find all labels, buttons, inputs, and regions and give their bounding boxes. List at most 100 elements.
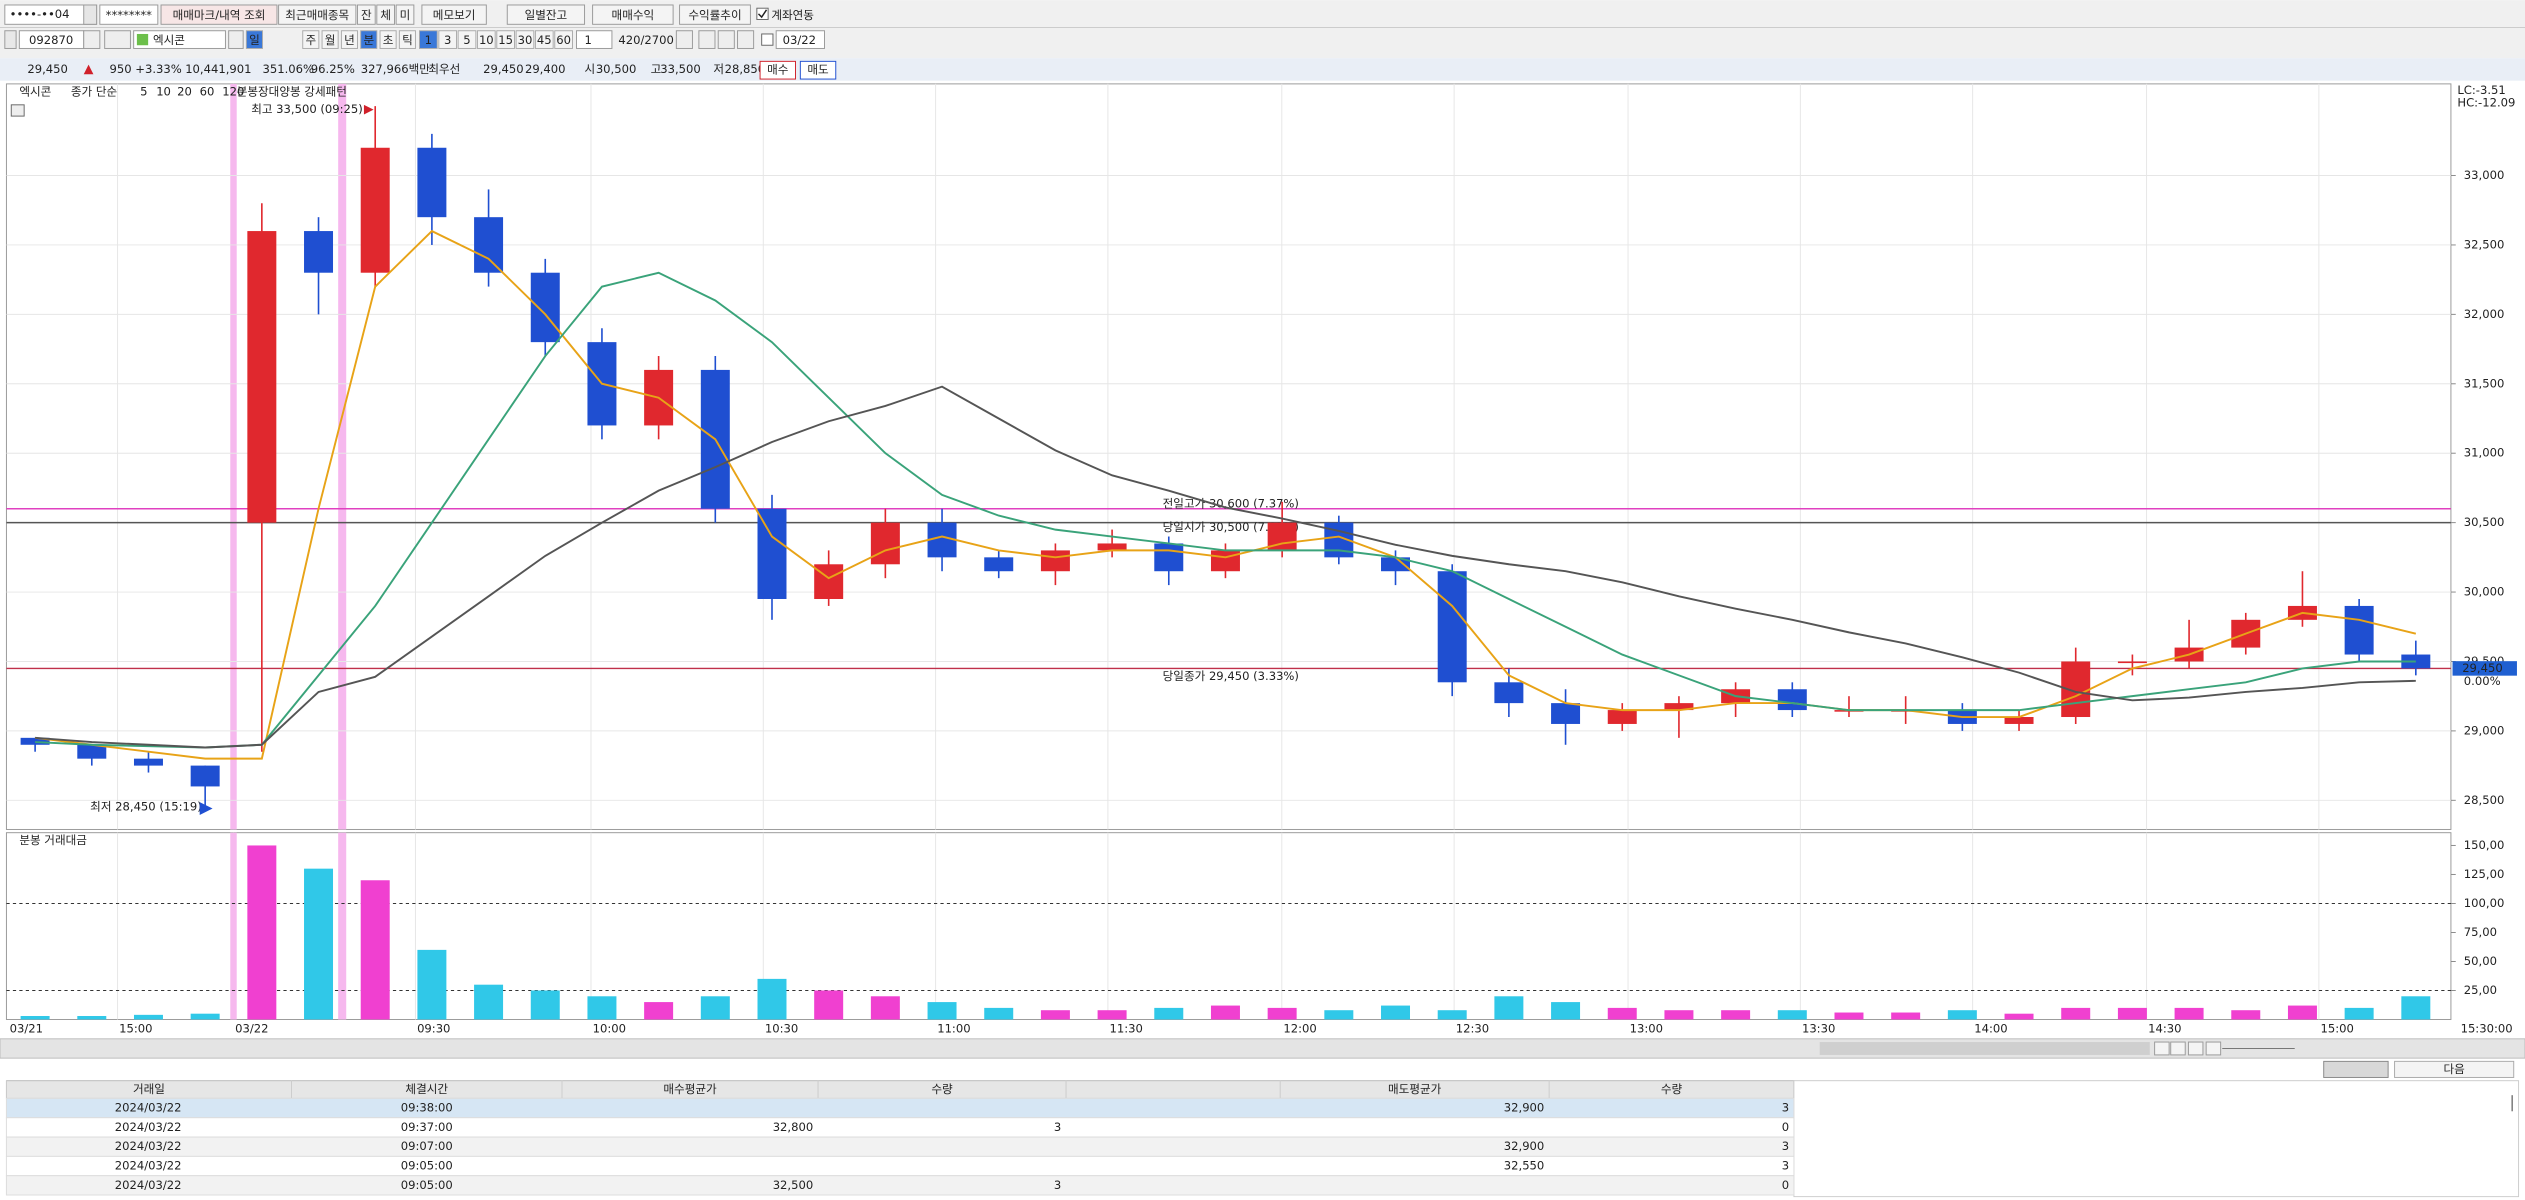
toolbar-button[interactable] bbox=[592, 4, 674, 25]
scroll-thumb[interactable] bbox=[1819, 1042, 2150, 1055]
scroll-button[interactable] bbox=[2205, 1041, 2222, 1056]
interval-button[interactable] bbox=[534, 30, 554, 49]
toolbar-button[interactable] bbox=[679, 4, 751, 25]
period-button[interactable] bbox=[321, 30, 339, 49]
toolbar-button[interactable] bbox=[376, 4, 396, 25]
link-checkbox[interactable] bbox=[756, 7, 769, 20]
sell-button[interactable] bbox=[799, 60, 837, 80]
period-button[interactable] bbox=[398, 30, 416, 49]
next-button[interactable] bbox=[2394, 1060, 2515, 1078]
account-dropdown[interactable] bbox=[83, 4, 98, 25]
date-checkbox[interactable] bbox=[761, 33, 774, 46]
interval-button[interactable] bbox=[496, 30, 515, 49]
toolbar-button-label[interactable]: 매매수익 bbox=[612, 8, 655, 22]
period-label[interactable]: 초 bbox=[383, 33, 394, 47]
date-field[interactable] bbox=[775, 30, 825, 49]
low-marker bbox=[199, 802, 213, 815]
interval-button[interactable] bbox=[476, 30, 496, 49]
candle-body bbox=[417, 147, 447, 218]
toolbar-button-label[interactable]: 미 bbox=[400, 8, 411, 22]
name-field[interactable] bbox=[133, 30, 226, 49]
interval-label[interactable]: 1 bbox=[425, 33, 432, 47]
interval-label[interactable]: 30 bbox=[518, 33, 533, 47]
toolbar-button-label[interactable]: 최근매매종목 bbox=[285, 8, 349, 22]
interval-button[interactable] bbox=[457, 30, 477, 49]
alert-button[interactable] bbox=[228, 30, 244, 49]
scroll-button[interactable] bbox=[2187, 1041, 2204, 1056]
period-button[interactable] bbox=[340, 30, 358, 49]
current-price-tag bbox=[2452, 661, 2517, 676]
volume-bar bbox=[304, 868, 334, 1020]
y-tick-label: 125,00 bbox=[2464, 867, 2505, 881]
period-label[interactable]: 분 bbox=[363, 33, 374, 47]
tool-button[interactable] bbox=[698, 30, 716, 49]
toolbar-button-label[interactable]: 일별잔고 bbox=[525, 8, 568, 22]
password-field[interactable] bbox=[99, 4, 159, 25]
scroll-button[interactable] bbox=[2154, 1041, 2170, 1056]
panel-icon[interactable] bbox=[10, 104, 25, 117]
volume-bar bbox=[984, 1007, 1014, 1020]
toolbar-button-label[interactable]: 메모보기 bbox=[433, 8, 476, 22]
count: 1 bbox=[585, 33, 592, 47]
tool-button[interactable] bbox=[737, 30, 755, 49]
interval-label[interactable]: 10 bbox=[479, 33, 494, 47]
cell-sell-avg: 32,550 bbox=[1504, 1159, 1545, 1173]
toolbar-button[interactable] bbox=[421, 4, 487, 25]
highlight-band bbox=[230, 83, 237, 830]
period-button[interactable] bbox=[360, 30, 378, 49]
next-label[interactable]: 다음 bbox=[2443, 1062, 2465, 1076]
table-header-cell: 매도평균가 bbox=[1388, 1082, 1442, 1096]
period-button[interactable] bbox=[245, 30, 263, 49]
toolbar-button[interactable] bbox=[160, 4, 278, 25]
interval-button[interactable] bbox=[438, 30, 458, 49]
swap-button[interactable] bbox=[2323, 1060, 2389, 1078]
toolbar-button-label[interactable]: 체 bbox=[380, 8, 391, 22]
interval-label[interactable]: 5 bbox=[463, 33, 470, 47]
link-account-label[interactable]: 계좌연동 bbox=[771, 8, 814, 22]
tool-button[interactable] bbox=[675, 30, 693, 49]
period-button[interactable] bbox=[302, 30, 320, 49]
buy-label[interactable]: 매수 bbox=[767, 63, 789, 77]
cell-buy-avg: 32,800 bbox=[773, 1120, 814, 1134]
toolbar-button[interactable] bbox=[357, 4, 376, 25]
candle-body bbox=[530, 272, 560, 343]
table-row[interactable] bbox=[5, 1175, 1795, 1196]
toolbar-button-label[interactable]: 잔 bbox=[361, 8, 372, 22]
count-field[interactable] bbox=[576, 30, 613, 49]
scroll-button[interactable] bbox=[2170, 1041, 2186, 1056]
interval-label[interactable]: 15 bbox=[498, 33, 513, 47]
interval-button[interactable] bbox=[515, 30, 535, 49]
volume-bar bbox=[2344, 1007, 2374, 1020]
interval-button[interactable] bbox=[419, 30, 438, 49]
period-label[interactable]: 년 bbox=[344, 33, 355, 47]
toolbar-button[interactable] bbox=[506, 4, 586, 25]
nav-button[interactable] bbox=[104, 30, 131, 49]
toolbar-button[interactable] bbox=[395, 4, 415, 25]
interval-label[interactable]: 45 bbox=[537, 33, 552, 47]
interval-label[interactable]: 3 bbox=[444, 33, 451, 47]
period-label[interactable]: 주 bbox=[305, 33, 316, 47]
toolbar-button[interactable] bbox=[278, 4, 357, 25]
period-label[interactable]: 일 bbox=[249, 33, 260, 47]
toolbar-button-label[interactable]: 수익률추이 bbox=[688, 8, 741, 22]
quote-ask: 29,450 bbox=[483, 62, 524, 76]
interval-button[interactable] bbox=[554, 30, 573, 49]
toolbar-button-label[interactable]: 매매마크/내역 조회 bbox=[173, 8, 266, 22]
search-button[interactable] bbox=[83, 30, 101, 49]
buy-button[interactable] bbox=[759, 60, 796, 80]
period-label[interactable]: 월 bbox=[325, 33, 336, 47]
interval-label[interactable]: 60 bbox=[556, 33, 571, 47]
tool-button[interactable] bbox=[717, 30, 735, 49]
quote-strength: 96.25% bbox=[311, 62, 355, 76]
quote-high-label: 고 bbox=[651, 62, 662, 76]
volume-bar bbox=[2287, 1005, 2317, 1020]
sell-label[interactable]: 매도 bbox=[807, 63, 829, 77]
table-row[interactable] bbox=[5, 1117, 1795, 1138]
volume-bar bbox=[20, 1016, 50, 1020]
volume-bar bbox=[474, 984, 504, 1020]
icon-button[interactable] bbox=[4, 30, 17, 49]
period-label[interactable]: 틱 bbox=[402, 33, 413, 47]
ma-line bbox=[34, 229, 2417, 760]
period-button[interactable] bbox=[379, 30, 397, 49]
name-icon bbox=[136, 33, 149, 46]
